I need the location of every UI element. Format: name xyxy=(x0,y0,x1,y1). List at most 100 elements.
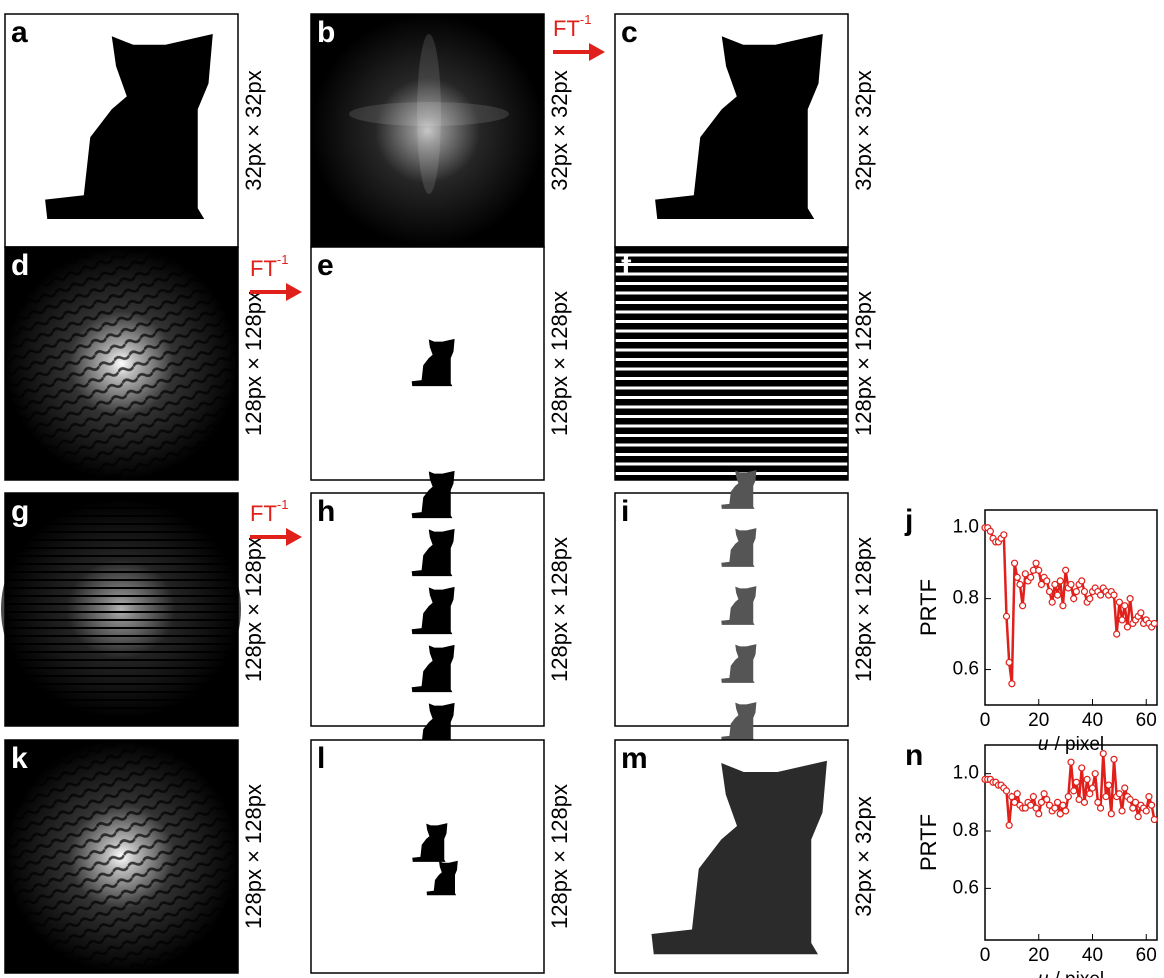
data-point xyxy=(1096,804,1105,812)
image-panel: m 32px × 32px xyxy=(614,739,876,974)
data-point xyxy=(1072,587,1080,596)
x-tick-label: 0 xyxy=(980,710,991,731)
data-point xyxy=(1002,612,1011,620)
size-label: 32px × 32px xyxy=(851,796,876,916)
panel-letter: m xyxy=(621,742,648,775)
data-point xyxy=(1005,658,1013,667)
panel-letter: a xyxy=(11,16,28,49)
y-axis-label: PRTF xyxy=(916,579,941,636)
panel-letter: n xyxy=(905,739,923,772)
image-panel: e 128px × 128px xyxy=(310,246,572,481)
data-point xyxy=(1148,801,1156,809)
data-point xyxy=(1113,630,1121,638)
data-point xyxy=(1051,580,1059,589)
data-point xyxy=(1053,798,1062,806)
diffraction xyxy=(417,34,441,194)
data-point xyxy=(1053,591,1062,599)
panel-letter: c xyxy=(621,16,638,49)
size-label: 128px × 128px xyxy=(547,784,572,929)
panel-letter: d xyxy=(11,249,29,282)
data-point xyxy=(1115,790,1123,798)
data-point xyxy=(1150,815,1158,824)
panel-letter: h xyxy=(317,495,335,528)
data-point xyxy=(1107,810,1115,818)
image-panel: a 32px × 32px xyxy=(4,13,266,248)
data-point xyxy=(1078,764,1086,772)
x-tick-label: 0 xyxy=(980,945,991,966)
x-axis-var: u xyxy=(1038,969,1049,978)
image-panel: d 128px × 128px xyxy=(4,246,266,481)
size-label: 128px × 128px xyxy=(241,784,266,929)
data-point xyxy=(1145,793,1153,801)
y-tick-label: 0.6 xyxy=(953,659,979,680)
size-label: 128px × 128px xyxy=(851,537,876,682)
data-point xyxy=(1008,793,1016,801)
data-point xyxy=(1099,750,1107,758)
data-point xyxy=(1043,577,1051,585)
y-tick-label: 1.0 xyxy=(953,517,979,538)
data-point xyxy=(1045,587,1054,596)
data-point xyxy=(1137,609,1145,617)
size-label: 32px × 32px xyxy=(547,70,572,190)
arrow-text: FT xyxy=(553,16,580,41)
data-point xyxy=(1070,595,1078,603)
image-panel: c 32px × 32px xyxy=(614,13,876,248)
x-tick-label: 60 xyxy=(1136,710,1157,731)
data-point xyxy=(1032,804,1040,812)
data-point xyxy=(1123,623,1132,631)
data-point xyxy=(1067,758,1075,766)
y-axis-label: PRTF xyxy=(916,814,941,871)
data-point xyxy=(1064,793,1072,801)
data-point xyxy=(1032,559,1040,567)
data-point xyxy=(1083,775,1091,784)
x-tick-label: 20 xyxy=(1028,710,1049,731)
data-point xyxy=(1002,787,1011,795)
data-point xyxy=(1142,807,1150,815)
size-label: 32px × 32px xyxy=(851,70,876,190)
size-label: 128px × 128px xyxy=(241,537,266,682)
data-point xyxy=(1027,801,1035,809)
data-point xyxy=(1010,559,1019,567)
data-point xyxy=(1118,807,1126,815)
diffraction xyxy=(5,740,238,973)
data-point xyxy=(1013,790,1021,798)
data-point xyxy=(1121,784,1129,792)
panel-letter: f xyxy=(621,249,632,282)
diffraction xyxy=(349,102,509,126)
data-point xyxy=(1037,798,1046,806)
data-point xyxy=(1037,580,1046,589)
data-point xyxy=(1035,810,1043,818)
x-tick-label: 60 xyxy=(1136,945,1157,966)
data-point xyxy=(1062,566,1070,574)
arrow-text: FT xyxy=(250,501,277,526)
data-point xyxy=(1110,755,1118,763)
data-point xyxy=(1134,813,1142,821)
data-point xyxy=(1105,781,1113,789)
size-label: 32px × 32px xyxy=(241,70,266,190)
data-point xyxy=(1056,810,1064,818)
data-point xyxy=(1062,807,1070,815)
data-point xyxy=(1048,598,1056,606)
data-point xyxy=(1126,795,1134,804)
arrow-sup: -1 xyxy=(580,12,592,27)
data-point xyxy=(1110,591,1118,599)
data-point xyxy=(1019,602,1027,610)
data-point xyxy=(1126,595,1134,603)
size-label: 128px × 128px xyxy=(547,291,572,436)
data-point xyxy=(1088,784,1097,792)
arrow-text: FT xyxy=(250,256,277,281)
data-point xyxy=(1131,798,1140,806)
panel-letter: b xyxy=(317,16,335,49)
data-point xyxy=(1067,580,1075,589)
data-point xyxy=(1091,770,1099,778)
data-point xyxy=(1005,821,1013,829)
data-point xyxy=(1070,787,1078,795)
arrow-head xyxy=(286,283,302,301)
data-point xyxy=(1056,577,1064,585)
y-tick-label: 0.8 xyxy=(953,588,979,609)
data-point xyxy=(1013,573,1021,581)
data-point xyxy=(1043,795,1051,804)
data-point xyxy=(1021,804,1029,812)
x-tick-label: 40 xyxy=(1082,710,1103,731)
